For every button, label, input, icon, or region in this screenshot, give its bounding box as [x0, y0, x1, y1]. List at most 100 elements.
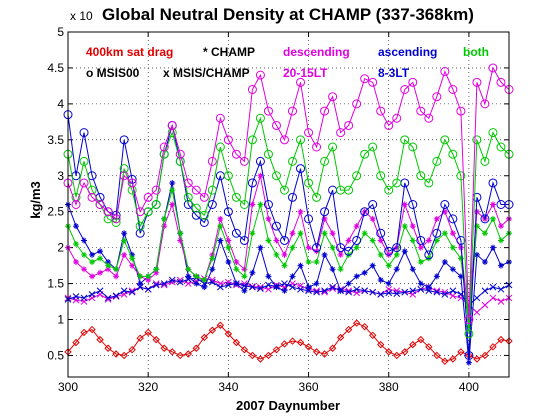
data-point	[433, 273, 440, 280]
data-point	[417, 335, 425, 344]
data-point	[191, 203, 201, 213]
data-point	[89, 273, 96, 280]
data-point	[169, 187, 176, 194]
data-point	[457, 244, 464, 251]
data-point	[248, 351, 257, 360]
data-point	[377, 290, 385, 298]
data-point	[473, 208, 480, 215]
data-point	[409, 287, 417, 295]
data-point	[97, 248, 104, 255]
data-point	[377, 340, 385, 349]
data-point	[328, 142, 338, 152]
data-point	[217, 237, 224, 244]
data-point	[199, 192, 209, 202]
data-point	[249, 283, 256, 290]
data-point	[409, 223, 416, 230]
data-point	[105, 262, 112, 269]
series-line	[67, 277, 510, 306]
data-point	[489, 343, 497, 351]
data-point	[256, 355, 265, 363]
data-point	[255, 70, 265, 80]
data-point	[289, 273, 296, 280]
data-point	[153, 266, 160, 273]
data-point	[441, 259, 448, 265]
data-point	[344, 246, 354, 256]
data-point	[321, 251, 328, 258]
data-point	[353, 273, 360, 280]
data-point	[433, 237, 440, 244]
data-point	[296, 77, 306, 87]
data-point	[225, 259, 232, 265]
data-point	[496, 77, 506, 87]
data-point	[273, 251, 280, 258]
data-point	[393, 351, 401, 360]
data-point	[433, 215, 440, 222]
data-point	[376, 228, 386, 238]
data-point	[352, 171, 362, 181]
data-point	[104, 294, 112, 302]
data-point	[183, 178, 193, 188]
data-point	[385, 289, 393, 297]
data-point	[392, 113, 402, 123]
data-point	[208, 326, 217, 334]
data-point	[377, 237, 384, 244]
data-point	[80, 294, 88, 302]
data-point	[215, 142, 225, 152]
data-point	[192, 344, 200, 352]
data-point	[233, 266, 240, 273]
data-point	[352, 99, 362, 109]
data-point	[305, 259, 312, 265]
data-point	[249, 283, 256, 291]
series-line	[67, 175, 510, 320]
data-point	[185, 273, 192, 280]
data-point	[168, 276, 176, 284]
data-point	[129, 255, 136, 262]
data-point	[265, 215, 272, 222]
data-point	[368, 142, 378, 152]
data-point	[425, 343, 433, 351]
data-point	[263, 149, 273, 159]
data-point	[119, 164, 129, 174]
data-point	[176, 278, 184, 286]
data-point	[247, 135, 257, 145]
data-point	[121, 230, 128, 237]
data-point	[273, 237, 280, 244]
data-point	[305, 244, 312, 251]
data-point	[288, 106, 298, 116]
data-point	[121, 251, 128, 258]
series-3	[65, 179, 512, 366]
data-point	[168, 348, 176, 356]
data-point	[81, 266, 88, 273]
data-point	[200, 333, 209, 342]
y-exponent-label: x 10	[70, 9, 93, 23]
y-tick-label: 5	[57, 25, 64, 39]
legend-entry: * CHAMP	[203, 45, 255, 59]
series-0	[64, 319, 513, 365]
data-point	[449, 355, 457, 363]
data-point	[368, 77, 378, 87]
data-point	[255, 156, 265, 166]
data-point	[376, 171, 386, 181]
data-point	[191, 185, 201, 195]
data-point	[247, 178, 257, 188]
data-point	[201, 276, 208, 283]
data-point	[271, 120, 281, 130]
data-point	[448, 214, 458, 224]
data-point	[225, 281, 232, 289]
y-tick-label: 2.5	[47, 205, 64, 219]
data-point	[321, 215, 328, 222]
data-point	[497, 237, 504, 244]
data-point	[489, 283, 497, 291]
data-point	[480, 99, 490, 109]
data-point	[161, 223, 168, 230]
y-tick-label: 2	[57, 241, 64, 255]
data-point	[401, 348, 409, 356]
data-point	[121, 237, 128, 244]
data-point	[465, 359, 472, 366]
data-point	[473, 223, 480, 230]
data-point	[424, 178, 434, 188]
data-point	[337, 266, 344, 273]
data-point	[312, 142, 322, 152]
data-point	[384, 120, 394, 130]
data-point	[223, 171, 233, 181]
